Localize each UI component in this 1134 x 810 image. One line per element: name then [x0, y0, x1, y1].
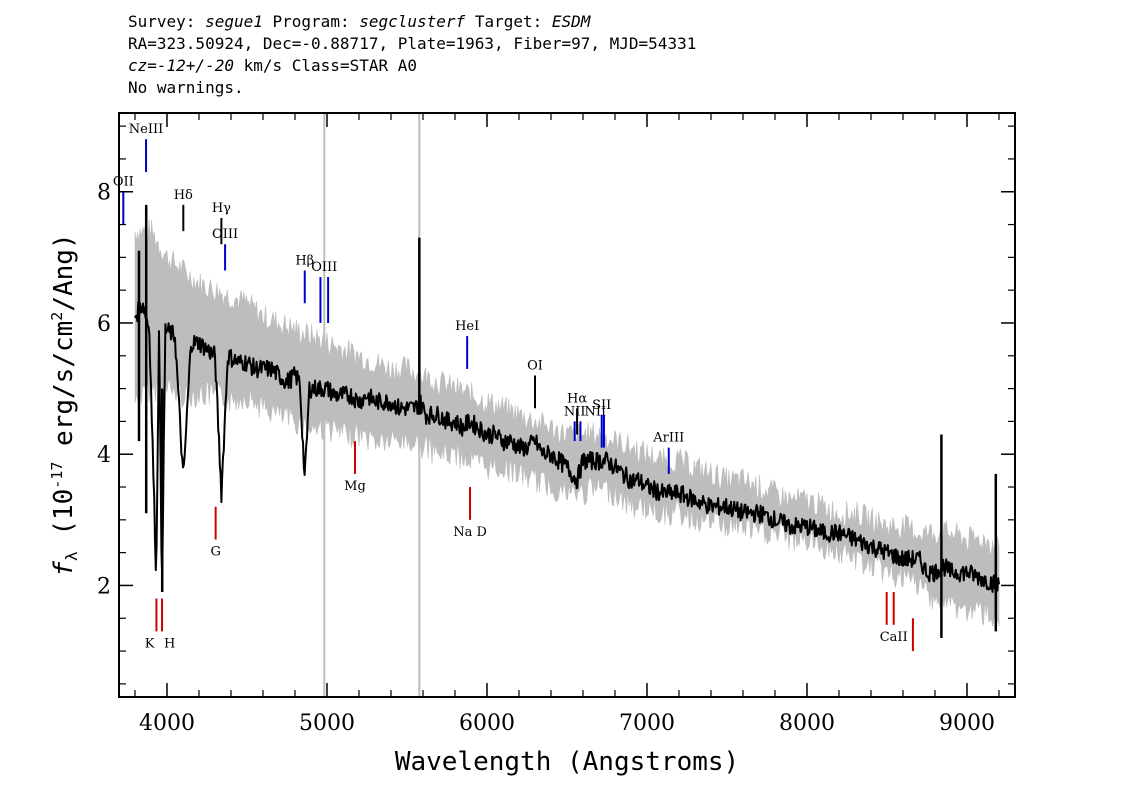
line-label-22: CaII — [880, 630, 908, 645]
y-tick-label-3: 8 — [97, 181, 111, 206]
x-tick-label-0: 4000 — [139, 711, 195, 736]
target-label: Target: — [474, 12, 543, 31]
line-label-9: OI — [527, 358, 543, 373]
line-label-2: Hδ — [174, 188, 193, 203]
line-label-11: Hα — [567, 391, 587, 406]
y-axis-title-exp: -17 — [48, 462, 66, 489]
line-label-8: HeI — [455, 319, 479, 334]
survey-value: segue1 — [205, 12, 263, 31]
y-axis-title-f: f — [49, 561, 79, 577]
line-label-0: OII — [113, 175, 134, 190]
flux-line — [134, 301, 1000, 593]
line-label-19: K — [145, 636, 155, 651]
spectrum-header: Survey: segue1 Program: segclusterf Targ… — [128, 11, 696, 99]
class-value: km/s Class=STAR A0 — [243, 56, 417, 75]
x-tick-label-1: 5000 — [299, 711, 355, 736]
survey-label: Survey: — [128, 12, 196, 31]
x-tick-label-3: 7000 — [619, 711, 675, 736]
x-tick-label-2: 6000 — [459, 711, 515, 736]
line-label-1: NeIII — [129, 122, 163, 137]
x-tick-label-4: 8000 — [779, 711, 835, 736]
y-axis-title-exp2: 2 — [48, 312, 66, 321]
target-value: ESDM — [551, 12, 591, 31]
line-label-12: NII — [584, 404, 606, 419]
line-label-4: OIII — [212, 227, 238, 242]
plot-frame — [118, 112, 1016, 698]
line-label-16: G — [210, 545, 220, 560]
flux-spikes — [137, 204, 998, 638]
line-label-18: Na D — [453, 525, 487, 540]
y-axis-title-rest: (10 — [49, 489, 79, 552]
line-label-15: ArIII — [652, 431, 684, 446]
survey-line: Survey: segue1 Program: segclusterf Targ… — [128, 11, 696, 33]
warnings-line: No warnings. — [128, 78, 244, 97]
y-tick-label-2: 6 — [97, 312, 111, 337]
y-tick-label-0: 2 — [97, 574, 111, 599]
program-value: segclusterf — [359, 12, 466, 31]
x-axis-title: Wavelength (Angstroms) — [395, 747, 739, 777]
redshift-line: cz=-12+/-20 km/s Class=STAR A0 — [128, 55, 696, 77]
line-label-17: Mg — [344, 479, 366, 494]
y-axis-title: fλ (10-17 erg/s/cm2/Ang) — [48, 233, 81, 576]
error-band-area — [134, 219, 1000, 627]
error-band — [134, 219, 1000, 627]
line-label-13: SII — [592, 398, 611, 413]
line-label-3: Hγ — [212, 201, 231, 216]
y-tick-label-1: 4 — [97, 443, 111, 468]
axes: 4000 5000 6000 7000 8000 9000 2 4 6 8 — [97, 112, 1016, 736]
y-axis-title-units: erg/s/cm — [49, 321, 79, 462]
y-axis-title-sub: λ — [62, 551, 81, 561]
line-label-5: Hβ — [295, 253, 314, 268]
flux-series — [134, 301, 1000, 593]
line-label-6: OIII — [311, 260, 337, 275]
cz-value: cz=-12+/-20 — [128, 56, 234, 75]
y-axis-title-end: /Ang) — [49, 233, 79, 311]
program-label: Program: — [272, 12, 350, 31]
coords-line: RA=323.50924, Dec=-0.88717, Plate=1963, … — [128, 34, 697, 53]
x-tick-label-5: 9000 — [939, 711, 995, 736]
line-label-20: H — [164, 636, 175, 651]
line-label-10: NII — [564, 404, 586, 419]
